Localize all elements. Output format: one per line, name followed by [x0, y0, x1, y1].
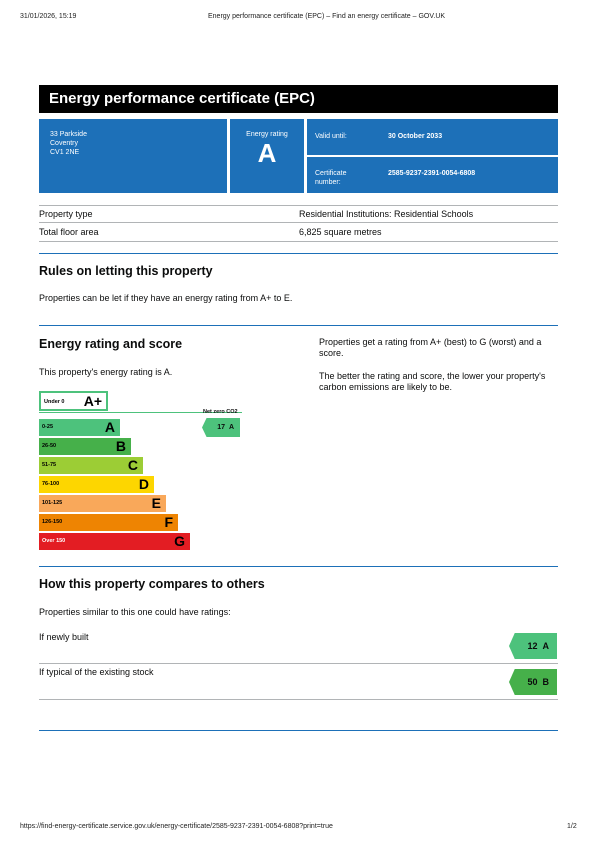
rating-info-2: The better the rating and score, the low…: [319, 371, 546, 392]
section-divider: [39, 566, 558, 567]
valid-until-value: 30 October 2033: [388, 133, 443, 140]
band-a: 0-25 A: [39, 419, 120, 436]
certificate-number-box: Certificate number: 2585-9237-2391-0054-…: [307, 157, 558, 193]
floor-area-value: 6,825 square metres: [299, 227, 382, 237]
net-zero-label: Net zero CO2: [203, 409, 238, 415]
band-b: 26-50 B: [39, 438, 131, 455]
typical-stock-score: 50: [527, 677, 538, 687]
energy-rating-box: Energy rating A: [230, 119, 304, 193]
rules-text: Properties can be let if they have an en…: [39, 293, 293, 303]
divider: [39, 205, 558, 206]
current-rating-arrow: 17 A: [202, 418, 240, 437]
section-divider: [39, 730, 558, 731]
newly-built-letter: A: [542, 641, 550, 651]
band-e: 101-125 E: [39, 495, 166, 512]
band-g: Over 150 G: [39, 533, 190, 550]
floor-area-label: Total floor area: [39, 227, 99, 237]
rating-info-1: Properties get a rating from A+ (best) t…: [319, 337, 542, 358]
newly-built-label: If newly built: [39, 632, 89, 642]
valid-until-box: Valid until: 30 October 2033: [307, 119, 558, 155]
address-line-1: 33 Parkside: [50, 131, 87, 138]
divider: [39, 222, 558, 223]
band-f: 126-150 F: [39, 514, 178, 531]
energy-rating-label: Energy rating: [246, 131, 288, 138]
typical-stock-label: If typical of the existing stock: [39, 667, 154, 677]
compare-heading: How this property compares to others: [39, 577, 265, 591]
rules-heading: Rules on letting this property: [39, 264, 213, 278]
property-type-label: Property type: [39, 209, 93, 219]
address-line-3: CV1 2NE: [50, 149, 80, 156]
current-letter: A: [228, 424, 234, 431]
compare-intro: Properties similar to this one could hav…: [39, 607, 231, 617]
divider: [39, 699, 558, 700]
section-divider: [39, 253, 558, 254]
typical-stock-arrow: 50 B: [509, 669, 557, 695]
print-page-title: Energy performance certificate (EPC) – F…: [208, 13, 446, 20]
band-c: 51-75 C: [39, 457, 143, 474]
rating-text: This property's energy rating is A.: [39, 367, 173, 377]
band-d: 76-100 D: [39, 476, 154, 493]
band-a-plus: Under 0 A+: [39, 391, 108, 411]
valid-until-label: Valid until:: [315, 133, 347, 140]
typical-stock-letter: B: [542, 677, 550, 687]
certificate-number-label: Certificate number:: [315, 170, 347, 186]
divider: [39, 663, 558, 664]
footer-url: https://find-energy-certificate.service.…: [20, 823, 333, 830]
net-zero-line: [39, 412, 242, 413]
divider: [39, 241, 558, 242]
rating-heading: Energy rating and score: [39, 337, 183, 351]
address-line-2: Coventry: [50, 140, 79, 147]
section-divider: [39, 325, 558, 326]
page-number: 1/2: [567, 823, 577, 830]
current-score: 17: [217, 424, 226, 431]
energy-rating-value: A: [257, 138, 277, 168]
newly-built-arrow: 12 A: [509, 633, 557, 659]
certificate-title: Energy performance certificate (EPC): [39, 85, 558, 113]
certificate-number-value: 2585-9237-2391-0054-6808: [388, 170, 476, 177]
address-box: 33 Parkside Coventry CV1 2NE: [39, 119, 227, 193]
print-datetime: 31/01/2026, 15:19: [20, 13, 77, 20]
property-type-value: Residential Institutions: Residential Sc…: [299, 209, 474, 219]
newly-built-score: 12: [527, 641, 538, 651]
